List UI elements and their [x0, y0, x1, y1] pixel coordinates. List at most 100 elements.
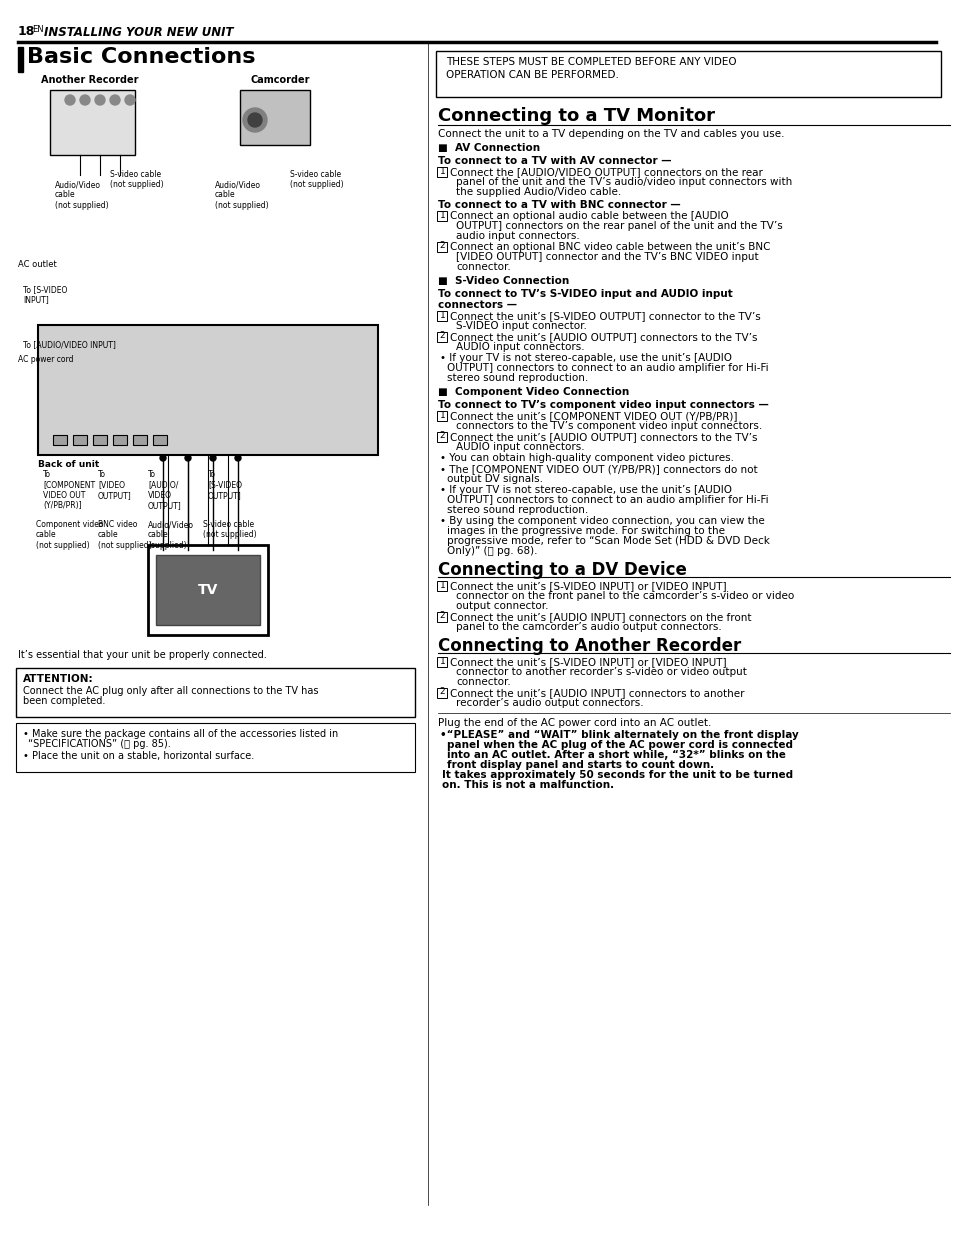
Text: S-video cable
(not supplied): S-video cable (not supplied): [110, 170, 164, 189]
Text: connector on the front panel to the camcorder’s s-video or video: connector on the front panel to the camc…: [456, 592, 794, 601]
Text: “SPECIFICATIONS” (֑ pg. 85).: “SPECIFICATIONS” (֑ pg. 85).: [28, 739, 171, 748]
FancyBboxPatch shape: [16, 668, 415, 718]
Text: • If your TV is not stereo-capable, use the unit’s [AUDIO: • If your TV is not stereo-capable, use …: [439, 485, 731, 495]
Bar: [132, 435, 147, 445]
Text: ATTENTION:: ATTENTION:: [23, 674, 93, 684]
Text: BNC video
cable
(not supplied): BNC video cable (not supplied): [98, 520, 152, 550]
Circle shape: [160, 454, 166, 461]
FancyBboxPatch shape: [16, 722, 415, 772]
Text: Connect the unit’s [AUDIO OUTPUT] connectors to the TV’s: Connect the unit’s [AUDIO OUTPUT] connec…: [450, 432, 757, 442]
FancyBboxPatch shape: [437, 657, 447, 667]
Bar: [18, 47, 23, 72]
Text: 2: 2: [439, 331, 445, 341]
Text: stereo sound reproduction.: stereo sound reproduction.: [447, 373, 588, 383]
Text: To
[AUDIO/
VIDEO
OUTPUT]: To [AUDIO/ VIDEO OUTPUT]: [148, 471, 182, 510]
Circle shape: [95, 95, 105, 105]
Text: Connect the unit to a TV depending on the TV and cables you use.: Connect the unit to a TV depending on th…: [437, 128, 783, 140]
Text: •“PLEASE” and “WAIT” blink alternately on the front display: •“PLEASE” and “WAIT” blink alternately o…: [439, 730, 798, 740]
FancyBboxPatch shape: [437, 242, 447, 252]
Text: Another Recorder: Another Recorder: [41, 75, 138, 85]
Bar: [92, 435, 107, 445]
Text: audio input connectors.: audio input connectors.: [456, 231, 579, 241]
Bar: [240, 90, 310, 144]
Text: Only)” (֑ pg. 68).: Only)” (֑ pg. 68).: [447, 546, 537, 556]
Text: connectors —: connectors —: [437, 300, 517, 310]
Text: S-video cable
(not supplied): S-video cable (not supplied): [290, 170, 343, 189]
Text: 2: 2: [439, 431, 445, 441]
Text: on. This is not a malfunction.: on. This is not a malfunction.: [441, 781, 614, 790]
Text: Basic Connections: Basic Connections: [27, 47, 255, 67]
Text: Connect the unit’s [COMPONENT VIDEO OUT (Y/PB/PR)]: Connect the unit’s [COMPONENT VIDEO OUT …: [450, 411, 737, 421]
FancyBboxPatch shape: [436, 51, 940, 98]
FancyBboxPatch shape: [437, 410, 447, 420]
Bar: [73, 435, 87, 445]
Text: It takes approximately 50 seconds for the unit to be turned: It takes approximately 50 seconds for th…: [441, 769, 792, 781]
Circle shape: [110, 95, 120, 105]
Circle shape: [80, 95, 90, 105]
Text: ■  AV Connection: ■ AV Connection: [437, 143, 539, 153]
Text: Back of unit: Back of unit: [38, 459, 99, 469]
Bar: [156, 555, 260, 625]
Text: S-video cable
(not supplied): S-video cable (not supplied): [203, 520, 256, 540]
Text: AUDIO input connectors.: AUDIO input connectors.: [456, 342, 584, 352]
Text: To
[VIDEO
OUTPUT]: To [VIDEO OUTPUT]: [98, 471, 132, 500]
Text: S-VIDEO input connector.: S-VIDEO input connector.: [456, 321, 586, 331]
Text: Connecting to Another Recorder: Connecting to Another Recorder: [437, 637, 740, 655]
Text: To
[COMPONENT
VIDEO OUT
(Y/PB/PR)]: To [COMPONENT VIDEO OUT (Y/PB/PR)]: [43, 471, 95, 510]
Text: To
[S-VIDEO
OUTPUT]: To [S-VIDEO OUTPUT]: [208, 471, 242, 500]
Text: Connect the [AUDIO/VIDEO OUTPUT] connectors on the rear: Connect the [AUDIO/VIDEO OUTPUT] connect…: [450, 167, 762, 177]
Text: Connect an optional audio cable between the [AUDIO: Connect an optional audio cable between …: [450, 211, 728, 221]
Text: Connect the unit’s [AUDIO INPUT] connectors to another: Connect the unit’s [AUDIO INPUT] connect…: [450, 688, 743, 698]
Text: To connect to a TV with AV connector —: To connect to a TV with AV connector —: [437, 156, 671, 165]
Text: To [S-VIDEO
INPUT]: To [S-VIDEO INPUT]: [23, 285, 68, 304]
FancyBboxPatch shape: [437, 431, 447, 441]
Text: • The [COMPONENT VIDEO OUT (Y/PB/PR)] connectors do not: • The [COMPONENT VIDEO OUT (Y/PB/PR)] co…: [439, 464, 757, 474]
Text: 2: 2: [439, 242, 445, 251]
Bar: [148, 545, 268, 635]
Circle shape: [234, 454, 241, 461]
Text: the supplied Audio/Video cable.: the supplied Audio/Video cable.: [456, 186, 620, 198]
Text: Component video
cable
(not supplied): Component video cable (not supplied): [36, 520, 103, 550]
Text: Camcorder: Camcorder: [250, 75, 310, 85]
FancyBboxPatch shape: [437, 167, 447, 177]
Text: • If your TV is not stereo-capable, use the unit’s [AUDIO: • If your TV is not stereo-capable, use …: [439, 353, 731, 363]
Text: Audio/Video
cable
(supplied): Audio/Video cable (supplied): [148, 520, 193, 550]
Text: To [AUDIO/VIDEO INPUT]: To [AUDIO/VIDEO INPUT]: [23, 340, 115, 350]
Text: TV: TV: [197, 583, 218, 597]
FancyBboxPatch shape: [437, 580, 447, 590]
Text: To connect to a TV with BNC connector —: To connect to a TV with BNC connector —: [437, 200, 679, 210]
Text: AUDIO input connectors.: AUDIO input connectors.: [456, 442, 584, 452]
Text: stereo sound reproduction.: stereo sound reproduction.: [447, 505, 588, 515]
Text: 1: 1: [439, 410, 445, 420]
Text: To connect to TV’s component video input connectors —: To connect to TV’s component video input…: [437, 400, 768, 410]
Text: output connector.: output connector.: [456, 601, 548, 611]
Circle shape: [125, 95, 135, 105]
Text: panel of the unit and the TV’s audio/video input connectors with: panel of the unit and the TV’s audio/vid…: [456, 177, 791, 186]
FancyBboxPatch shape: [437, 611, 447, 621]
Text: Connect the unit’s [S-VIDEO INPUT] or [VIDEO INPUT]: Connect the unit’s [S-VIDEO INPUT] or [V…: [450, 580, 726, 592]
Text: 1: 1: [439, 310, 445, 320]
Text: connector.: connector.: [456, 262, 510, 272]
Text: 1: 1: [439, 580, 445, 589]
Text: 1: 1: [439, 210, 445, 220]
Text: been completed.: been completed.: [23, 697, 105, 706]
Circle shape: [65, 95, 75, 105]
Text: 1: 1: [439, 167, 445, 175]
Text: Plug the end of the AC power cord into an AC outlet.: Plug the end of the AC power cord into a…: [437, 718, 711, 727]
Text: AC power cord: AC power cord: [18, 354, 73, 364]
Text: OUTPUT] connectors to connect to an audio amplifier for Hi-Fi: OUTPUT] connectors to connect to an audi…: [447, 363, 768, 373]
Text: connectors to the TV’s component video input connectors.: connectors to the TV’s component video i…: [456, 421, 761, 431]
Text: To connect to TV’s S-VIDEO input and AUDIO input: To connect to TV’s S-VIDEO input and AUD…: [437, 289, 732, 299]
Text: ■  Component Video Connection: ■ Component Video Connection: [437, 387, 629, 396]
FancyBboxPatch shape: [437, 210, 447, 221]
Circle shape: [210, 454, 215, 461]
Text: output DV signals.: output DV signals.: [447, 474, 542, 484]
Bar: [38, 325, 377, 454]
FancyBboxPatch shape: [437, 310, 447, 321]
Text: panel when the AC plug of the AC power cord is connected: panel when the AC plug of the AC power c…: [447, 740, 792, 750]
Text: 18: 18: [18, 25, 35, 38]
Text: 2: 2: [439, 611, 445, 620]
Text: progressive mode, refer to “Scan Mode Set (HDD & DVD Deck: progressive mode, refer to “Scan Mode Se…: [447, 536, 769, 546]
Text: 2: 2: [439, 688, 445, 697]
Text: Connecting to a TV Monitor: Connecting to a TV Monitor: [437, 107, 714, 125]
